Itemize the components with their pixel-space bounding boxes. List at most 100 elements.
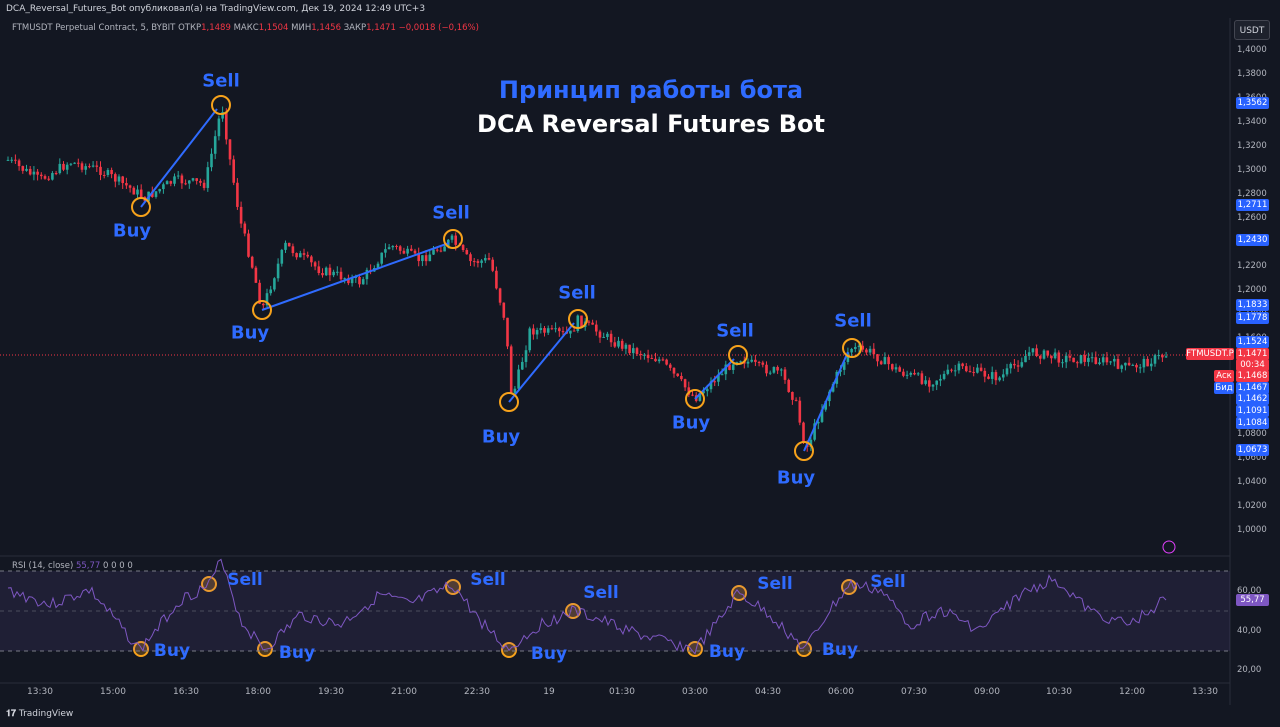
candle-body (402, 250, 406, 254)
candle-body (10, 159, 13, 161)
price-axis-label: 1,3800 (1237, 69, 1267, 79)
candle-body (36, 171, 39, 175)
candle-body (1164, 356, 1168, 358)
buy-marker-circle (252, 300, 272, 320)
candle-body (1113, 358, 1116, 362)
price-tag: 1,2711 (1236, 199, 1269, 211)
candle-body (661, 359, 665, 361)
candle-body (987, 376, 990, 379)
candle-body (580, 315, 583, 328)
rsi-axis-20: 20,00 (1237, 665, 1262, 675)
candle-body (154, 191, 158, 197)
candle-body (410, 248, 413, 251)
candle-body (702, 391, 705, 394)
price-tag: 1,3562 (1236, 97, 1269, 109)
price-tag: 1,0673 (1236, 444, 1269, 456)
candle-body (228, 139, 232, 160)
symbol-name[interactable]: FTMUSDT Perpetual Contract, 5, BYBIT (12, 23, 176, 33)
candle-body (128, 185, 132, 188)
tradingview-logo[interactable]: 𝟏𝟕 TradingView (6, 709, 73, 719)
candle-body (509, 346, 513, 394)
candle-body (824, 401, 827, 410)
candle-body (14, 159, 17, 161)
candle-body (624, 344, 628, 349)
candle-body (909, 372, 913, 375)
candle-body (132, 187, 136, 195)
candle-body (646, 354, 650, 359)
candle-body (40, 174, 43, 177)
currency-button[interactable]: USDT (1234, 20, 1270, 40)
buy-annotation: Buy (230, 322, 270, 344)
candle-body (794, 399, 798, 401)
time-axis-label: 07:30 (901, 687, 927, 697)
rsi-name[interactable]: RSI (14, close) (12, 561, 74, 571)
candle-body (162, 184, 165, 190)
candle-body (931, 384, 935, 387)
open-value: 1,1489 (201, 23, 231, 33)
sell-annotation: Sell (432, 202, 470, 224)
sell-marker-circle (443, 229, 463, 249)
candle-body (265, 293, 269, 306)
candle-body (380, 252, 383, 264)
candle-body (746, 361, 750, 364)
candle-body (1157, 355, 1160, 357)
candle-body (1020, 362, 1024, 367)
candle-body (32, 171, 36, 175)
candle-body (354, 276, 358, 278)
candle-body (317, 266, 321, 274)
close-value: 1,1471 (366, 23, 396, 33)
candle-body (236, 182, 239, 207)
candle-body (217, 118, 221, 137)
candle-body (576, 315, 580, 332)
candle-body (813, 423, 816, 440)
price-axis-label: 1,3400 (1237, 117, 1267, 127)
candle-body (1016, 365, 1020, 367)
sell-annotation: Sell (834, 310, 872, 332)
candle-body (965, 366, 968, 372)
candle-body (879, 361, 883, 365)
candle-body (1064, 355, 1068, 363)
rsi-axis-40: 40,00 (1237, 626, 1262, 636)
candle-body (25, 168, 28, 171)
candle-body (657, 359, 661, 362)
candle-body (65, 164, 69, 170)
candle-body (1079, 355, 1083, 364)
candle-body (691, 394, 694, 396)
buy-annotation: Buy (530, 644, 568, 664)
buy-annotation: Buy (278, 643, 316, 663)
candle-body (946, 369, 950, 374)
time-axis-label: 01:30 (609, 687, 635, 697)
candle-body (77, 162, 80, 164)
candle-body (598, 331, 602, 338)
candle-body (979, 367, 983, 371)
rsi-axis-60: 60,00 (1237, 586, 1262, 596)
candle-body (776, 367, 779, 371)
candle-body (47, 178, 50, 180)
candle-body (165, 181, 169, 185)
sell-marker-circle (842, 338, 862, 358)
candle-body (1098, 362, 1101, 364)
headline-line2: DCA Reversal Futures Bot (477, 110, 825, 138)
candle-body (58, 163, 62, 174)
price-tag: 1,1467 (1236, 382, 1269, 394)
candle-body (413, 250, 417, 254)
candle-body (517, 369, 520, 389)
candle-body (665, 359, 668, 365)
candle-body (1094, 357, 1098, 364)
candle-body (757, 362, 761, 364)
price-tag: FTMUSDT.P (1186, 348, 1234, 360)
candle-body (62, 163, 65, 170)
candle-body (291, 246, 295, 254)
candle-body (1076, 362, 1079, 364)
candle-body (191, 178, 195, 181)
candle-body (1161, 355, 1164, 358)
price-axis-label: 1,0800 (1237, 429, 1267, 439)
candle-body (450, 235, 454, 240)
candle-body (1138, 367, 1142, 369)
candle-body (1083, 355, 1086, 362)
candle-body (994, 372, 998, 381)
sell-marker-circle (568, 309, 588, 329)
sell-annotation: Sell (716, 320, 754, 342)
rsi-legend: RSI (14, close) 55,77 0 0 0 0 (12, 561, 133, 571)
